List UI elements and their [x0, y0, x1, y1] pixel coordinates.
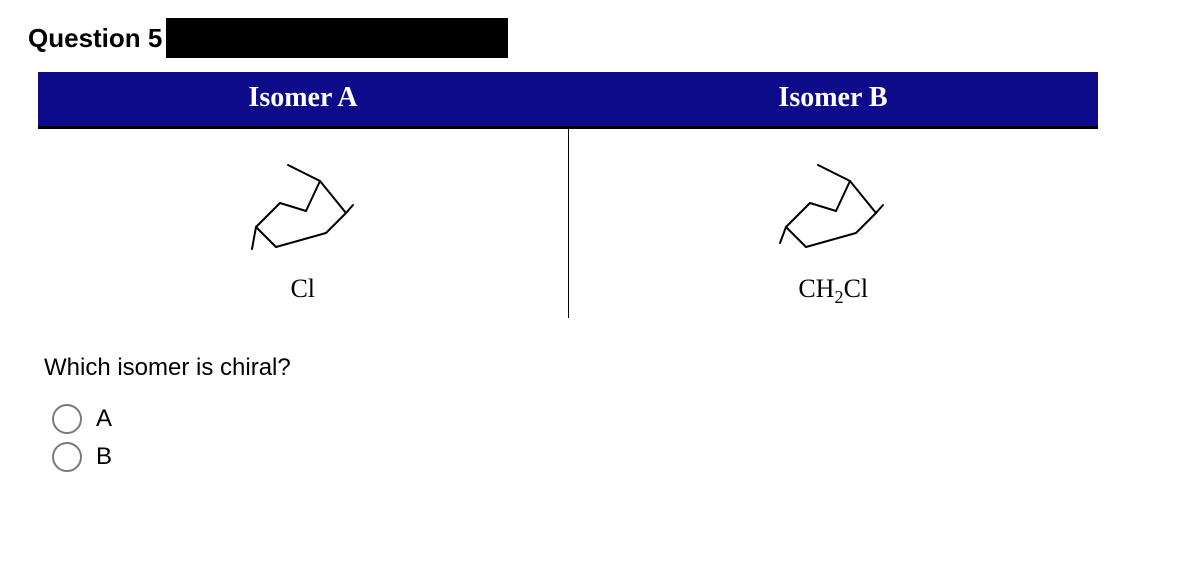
- table-header-isomer-b: Isomer B: [568, 72, 1098, 129]
- table-cell-isomer-a: Cl: [38, 129, 569, 318]
- question-prompt: Which isomer is chiral?: [44, 354, 1172, 382]
- question-header: Question 5: [28, 18, 1172, 58]
- table-header-isomer-a: Isomer A: [38, 72, 568, 129]
- structure-a-svg: [228, 153, 378, 273]
- table-cell-isomer-b: CH2Cl: [569, 129, 1099, 318]
- structure-a-label: Cl: [228, 274, 378, 304]
- table-header-row: Isomer A Isomer B: [38, 72, 1098, 129]
- option-a-label: A: [96, 405, 112, 433]
- option-b-row[interactable]: B: [52, 442, 1172, 472]
- redacted-block: [166, 18, 508, 58]
- option-b-label: B: [96, 443, 112, 471]
- option-a-row[interactable]: A: [52, 404, 1172, 434]
- radio-a[interactable]: [52, 404, 82, 434]
- structure-b-label: CH2Cl: [758, 274, 908, 308]
- table-body-row: Cl: [38, 129, 1098, 318]
- question-number: Question 5: [28, 23, 162, 54]
- options-group: A B: [52, 404, 1172, 472]
- structure-b-svg: [758, 153, 908, 273]
- radio-b[interactable]: [52, 442, 82, 472]
- isomer-table: Isomer A Isomer B: [38, 72, 1098, 318]
